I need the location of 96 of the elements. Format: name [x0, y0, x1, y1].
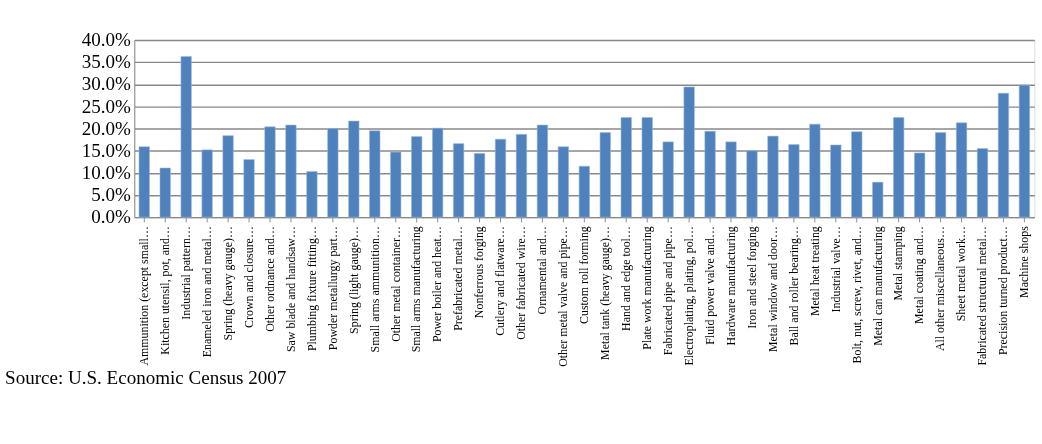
x-tick-label: Precision turned product…: [996, 226, 1011, 356]
x-tick-label: Metal coating and…: [912, 226, 927, 324]
bar: [243, 159, 255, 218]
x-tick-label: Hardware manufacturing: [723, 226, 738, 346]
bar: [1018, 84, 1030, 218]
x-tick-label: Nonferrous forging: [472, 226, 487, 319]
bar: [976, 148, 989, 218]
y-tick-label: 30.0%: [81, 73, 132, 95]
x-tick-label: Custom roll forming: [577, 226, 592, 324]
source-note: Source: U.S. Economic Census 2007: [5, 366, 287, 388]
x-tick-label: Saw blade and handsaw…: [283, 226, 298, 353]
bar: [599, 132, 611, 218]
bar: [662, 141, 674, 218]
x-tick-label: Crown and closure…: [241, 226, 256, 328]
x-tick-label: Metal window and door…: [765, 226, 780, 353]
bar: [956, 122, 968, 218]
x-tick-label: Small arms ammunition…: [367, 226, 382, 353]
y-tick-label: 20.0%: [81, 117, 132, 139]
bar: [327, 128, 339, 218]
x-tick-label: Other metal container…: [388, 226, 403, 342]
bar: [536, 124, 548, 218]
x-tick-label: Fabricated pipe and pipe…: [660, 226, 675, 356]
x-tick-label: Ammunition (except small…: [137, 226, 152, 366]
bar: [222, 135, 234, 218]
x-tick-label: Spring (light gauge)…: [346, 226, 361, 334]
bar: [788, 144, 800, 218]
bar: [264, 126, 276, 218]
x-tick-label: Power boiler and heat…: [430, 226, 445, 343]
x-tick-label: Hand and edge tool…: [619, 226, 634, 331]
bar: [851, 131, 863, 218]
bar: [746, 150, 758, 218]
bar: [704, 130, 716, 218]
bar: [767, 135, 779, 218]
bar: [515, 134, 527, 218]
x-tick-label: Industrial valve…: [828, 226, 843, 313]
x-tick-label: Plate work manufacturing: [640, 226, 655, 350]
bar: [180, 56, 192, 218]
bar: [683, 86, 695, 218]
bar: [914, 152, 926, 218]
bar: [557, 146, 569, 218]
x-tick-label: Enameled iron and metal…: [199, 226, 214, 358]
y-tick-label: 40.0%: [81, 29, 132, 51]
y-tick-label: 35.0%: [81, 51, 132, 73]
bar: [474, 153, 486, 218]
x-tick-label: Other ordnance and…: [262, 226, 277, 332]
y-tick-label: 5.0%: [91, 184, 132, 206]
y-tick-label: 10.0%: [81, 162, 132, 184]
bar: [620, 117, 632, 218]
x-tick-label: Industrial pattern…: [178, 226, 193, 320]
bar: [494, 138, 507, 218]
bar: [997, 92, 1009, 218]
bar: [893, 117, 905, 218]
y-tick-label: 0.0%: [91, 206, 132, 228]
bar: [285, 124, 297, 218]
x-tick-label: Electroplating, plating, pol…: [681, 226, 696, 366]
bar: [306, 171, 318, 218]
x-tick-label: Metal can manufacturing: [870, 226, 885, 346]
bar: [935, 132, 947, 218]
bar: [809, 123, 821, 218]
x-tick-label: Machine shops: [1017, 225, 1032, 298]
x-tick-label: Iron and steel forging: [744, 226, 759, 329]
x-tick-label: Other fabricated wire…: [514, 226, 529, 340]
bar: [830, 144, 842, 218]
x-tick-label: Ball and roller bearing…: [786, 226, 801, 346]
x-tick-label: Bolt, nut, screw, rivet, and…: [849, 226, 864, 364]
x-tick-label: Metal tank (heavy gauge)…: [598, 226, 613, 360]
x-tick-label: Kitchen utensil, pot, and…: [158, 226, 173, 355]
x-tick-label: Metal heat treating: [807, 226, 822, 317]
bar: [411, 136, 423, 218]
x-tick-label: Fabricated structural metal…: [975, 226, 990, 366]
bar: [348, 120, 360, 218]
bar: [725, 141, 737, 218]
x-tick-label: Small arms manufacturing: [409, 226, 424, 353]
x-tick-label: Powder metallurgy part…: [325, 226, 340, 351]
x-tick-label: Fluid power valve and…: [702, 226, 717, 345]
bar: [138, 146, 150, 218]
x-tick-label: Ornamental and…: [535, 226, 550, 315]
bar: [369, 130, 381, 218]
x-tick-label: Other metal valve and pipe…: [556, 226, 571, 367]
bar: [159, 167, 171, 218]
x-tick-label: Plumbing fixture fitting…: [304, 226, 319, 352]
bar: [390, 151, 402, 218]
bar: [641, 117, 653, 218]
bar: [453, 143, 465, 218]
bar: [578, 165, 590, 218]
x-tick-label: Sheet metal work…: [954, 226, 969, 322]
x-tick-label: Cutlery and flatware…: [493, 226, 508, 336]
x-tick-label: Spring (heavy gauge)…: [220, 226, 235, 341]
x-tick-label: Metal stamping: [891, 226, 906, 301]
y-tick-label: 25.0%: [81, 95, 132, 117]
x-tick-label: All other miscellaneous…: [933, 226, 948, 352]
bar: [432, 127, 444, 218]
bar: [201, 149, 213, 218]
bar: [872, 181, 884, 218]
x-tick-label: Prefabricated metal…: [451, 226, 466, 331]
y-tick-label: 15.0%: [81, 139, 132, 161]
